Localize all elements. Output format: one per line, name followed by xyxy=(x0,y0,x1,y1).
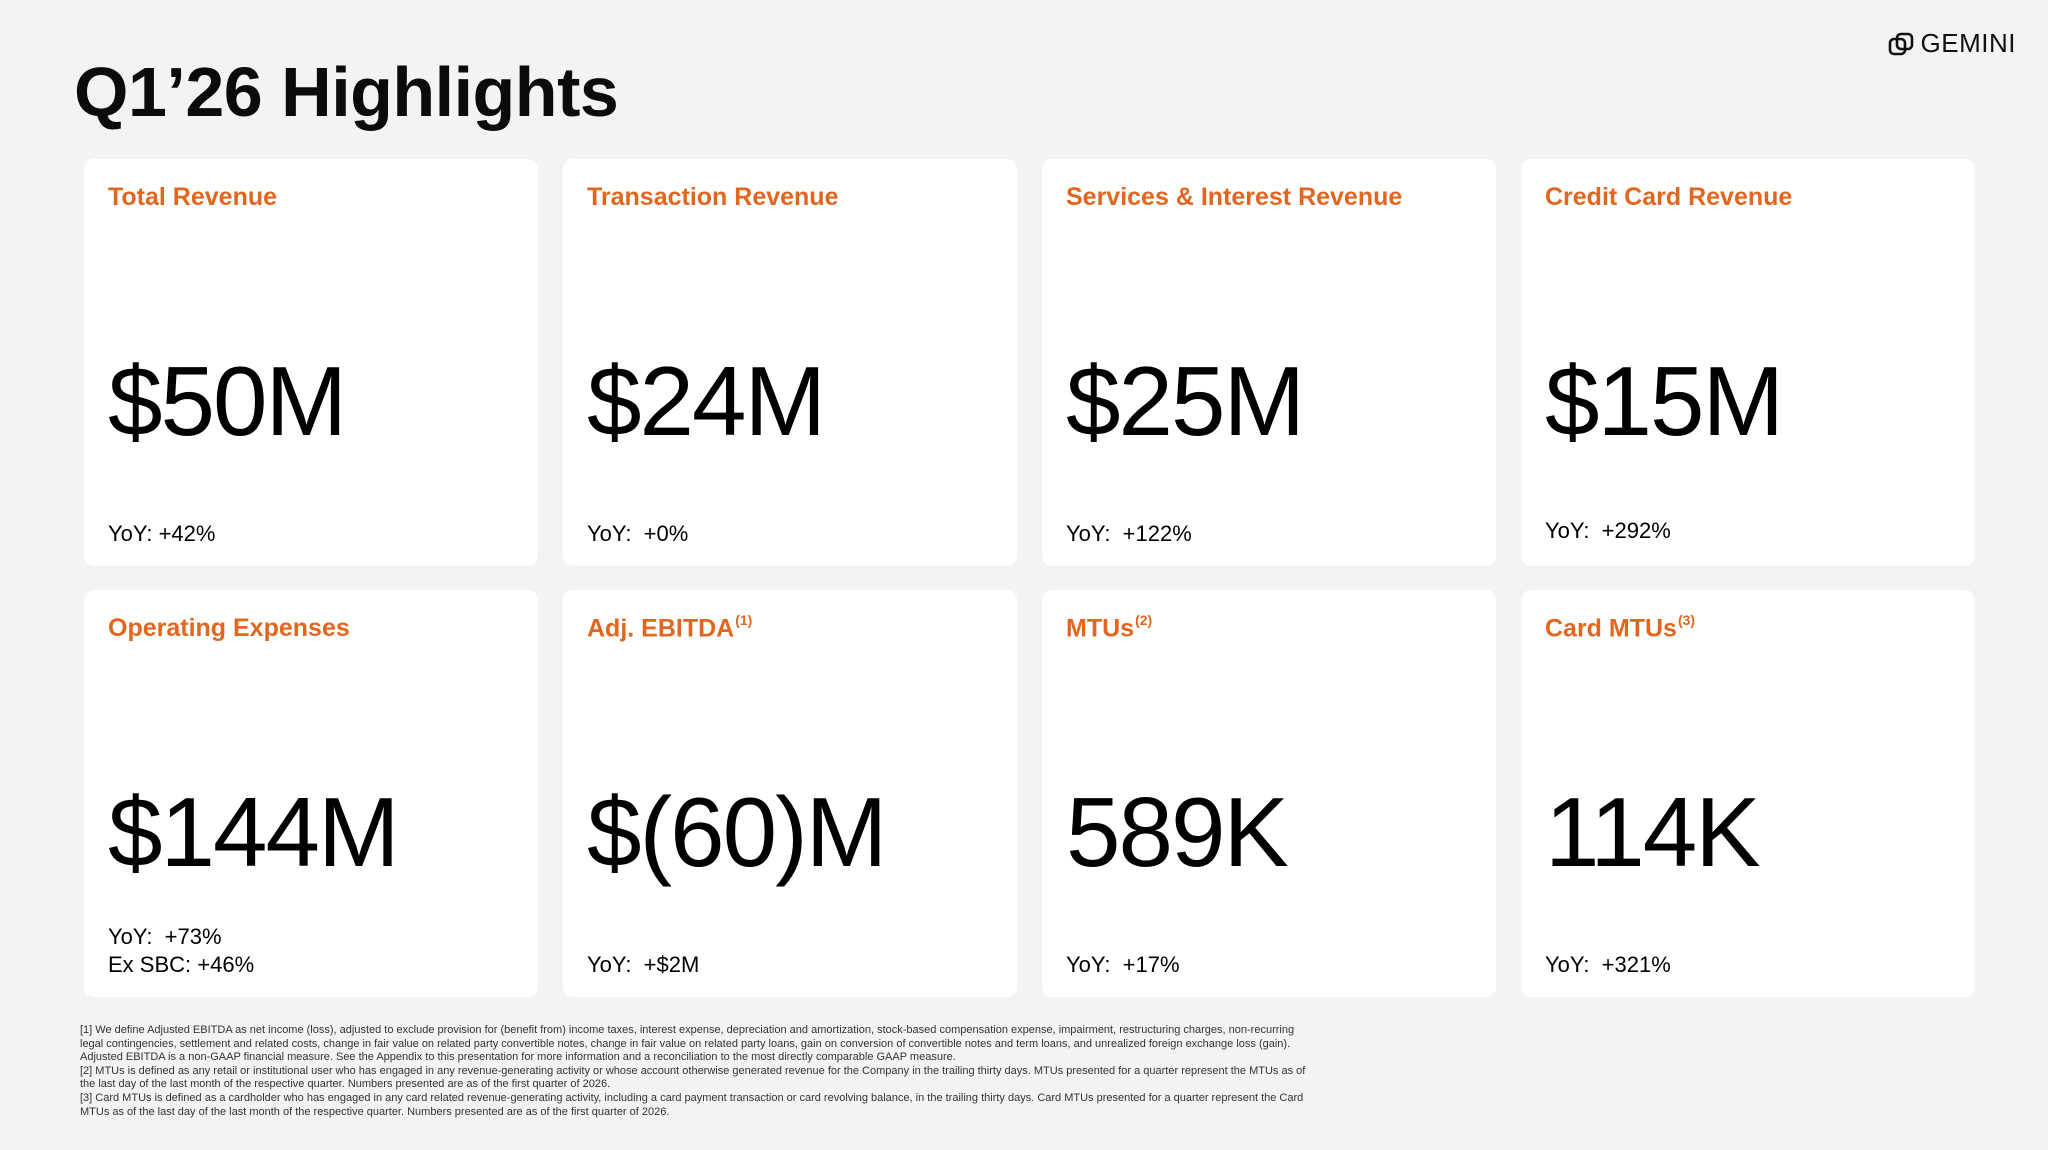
card-title: Services & Interest Revenue xyxy=(1066,183,1402,212)
card-yoy-line: YoY: +17% xyxy=(1066,952,1180,977)
card-yoy-line: YoY: +292% xyxy=(1545,518,1671,543)
card-title-text: Total Revenue xyxy=(108,183,278,211)
footnote-marker: (3) xyxy=(1677,612,1696,628)
card-yoy: YoY: +$2M xyxy=(587,951,699,979)
card-services-interest-revenue: Services & Interest Revenue $25M YoY: +1… xyxy=(1042,159,1496,566)
card-yoy-line: YoY: +73% xyxy=(108,924,222,949)
card-card-mtus: Card MTUs(3) 114K YoY: +321% xyxy=(1521,590,1975,997)
card-mtus: MTUs(2) 589K YoY: +17% xyxy=(1042,590,1496,997)
footnote-marker: (1) xyxy=(735,612,753,628)
card-yoy: YoY: +17% xyxy=(1066,951,1180,979)
card-title-text: Operating Expenses xyxy=(108,614,350,642)
card-yoy: YoY: +42% xyxy=(108,520,215,548)
card-total-revenue: Total Revenue $50M YoY: +42% xyxy=(84,159,538,566)
card-title-text: Card MTUs xyxy=(1545,614,1677,643)
footnote-marker: (2) xyxy=(1135,612,1153,628)
footnotes: [1] We define Adjusted EBITDA as net inc… xyxy=(80,1024,1320,1119)
gemini-logo-icon xyxy=(1888,32,1913,55)
card-yoy: YoY: +321% xyxy=(1545,951,1671,979)
card-yoy-line: YoY: +122% xyxy=(1066,521,1192,546)
card-value: $50M xyxy=(108,346,347,456)
card-value: $144M xyxy=(108,777,400,887)
footnote-1: [1] We define Adjusted EBITDA as net inc… xyxy=(80,1024,1295,1064)
card-yoy-line: YoY: +0% xyxy=(587,521,689,546)
card-operating-expenses: Operating Expenses $144M YoY: +73% Ex SB… xyxy=(84,590,538,997)
card-value: $(60)M xyxy=(587,777,887,887)
card-title: Operating Expenses xyxy=(108,614,350,643)
card-yoy: YoY: +292% xyxy=(1545,517,1671,545)
brand-logo: GEMINI xyxy=(1887,28,2016,59)
footnote-2: [2] MTUs is defined as any retail or ins… xyxy=(80,1064,1306,1091)
card-title-text: Adj. EBITDA xyxy=(587,614,735,643)
page-title: Q1’26 Highlights xyxy=(74,53,619,131)
card-yoy: YoY: +122% xyxy=(1066,520,1192,548)
card-title: MTUs(2) xyxy=(1066,612,1153,643)
card-title-text: Transaction Revenue xyxy=(587,183,839,211)
card-yoy-line: YoY: +42% xyxy=(108,521,216,546)
brand-name: GEMINI xyxy=(1920,28,2016,58)
card-credit-card-revenue: Credit Card Revenue $15M YoY: +292% xyxy=(1521,159,1975,566)
footnote-3: [3] Card MTUs is defined as a cardholder… xyxy=(80,1091,1304,1118)
card-yoy: YoY: +73% Ex SBC: +46% xyxy=(108,923,254,979)
card-title: Card MTUs(3) xyxy=(1545,612,1696,643)
card-adj-ebitda: Adj. EBITDA(1) $(60)M YoY: +$2M xyxy=(563,590,1017,997)
card-title-text: Credit Card Revenue xyxy=(1545,183,1793,211)
card-yoy-line: YoY: +321% xyxy=(1545,952,1671,977)
card-value: 589K xyxy=(1066,777,1289,887)
card-value: $24M xyxy=(587,346,826,456)
card-value: 114K xyxy=(1545,777,1761,887)
card-title-text: Services & Interest Revenue xyxy=(1066,183,1403,211)
highlights-grid: Total Revenue $50M YoY: +42% Transaction… xyxy=(84,159,1977,997)
card-yoy-line: YoY: +$2M xyxy=(587,952,700,977)
card-title-text: MTUs xyxy=(1066,614,1135,643)
card-transaction-revenue: Transaction Revenue $24M YoY: +0% xyxy=(563,159,1017,566)
card-title: Transaction Revenue xyxy=(587,183,838,212)
card-yoy-line: Ex SBC: +46% xyxy=(108,952,255,977)
card-title: Credit Card Revenue xyxy=(1545,183,1792,212)
card-yoy: YoY: +0% xyxy=(587,520,688,548)
card-value: $15M xyxy=(1545,346,1784,456)
card-title: Total Revenue xyxy=(108,183,277,212)
card-title: Adj. EBITDA(1) xyxy=(587,612,753,643)
card-value: $25M xyxy=(1066,346,1305,456)
